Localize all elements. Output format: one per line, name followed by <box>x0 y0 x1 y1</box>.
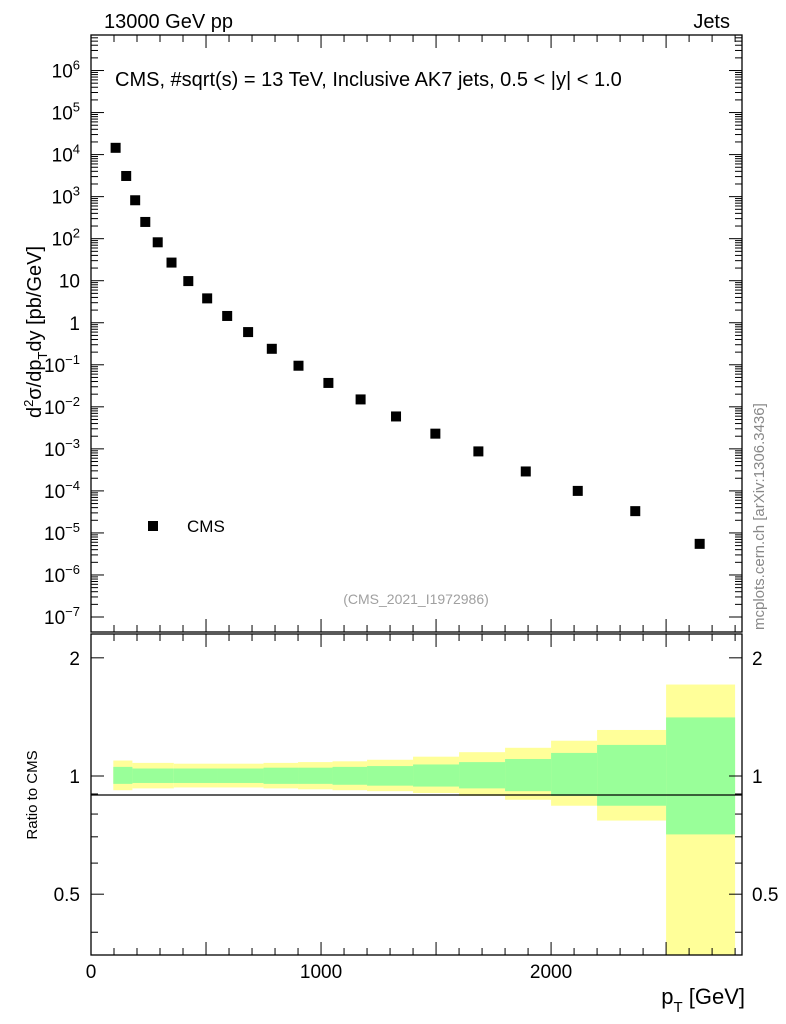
ratio-y-axis: 0.5 0.5 1 1 2 2 <box>54 649 778 933</box>
data-point <box>473 446 484 457</box>
main-data-series <box>110 142 705 549</box>
data-point <box>694 538 705 549</box>
data-point <box>266 343 277 354</box>
data-point <box>183 276 194 287</box>
data-point <box>323 377 334 388</box>
stat-uncertainty-bin <box>263 767 299 784</box>
x-tick-label: 2000 <box>530 962 572 983</box>
main-y-tick-label: 10−6 <box>44 562 80 587</box>
data-point <box>391 411 402 422</box>
main-x-axis <box>90 35 736 632</box>
data-point <box>152 237 163 248</box>
stat-uncertainty-bin <box>666 717 736 835</box>
ratio-y-tick-label-right: 0.5 <box>752 885 778 906</box>
stat-uncertainty-bin <box>332 766 368 785</box>
main-y-tick-label: 1 <box>69 314 80 335</box>
category-label: Jets <box>693 11 730 33</box>
ratio-y-tick-label-right: 2 <box>752 649 763 670</box>
main-panel: 10−7 10−6 10−5 10−4 10−3 10−2 10−1 1 10 102 103 104… <box>21 34 743 633</box>
stat-uncertainty-bin <box>413 764 460 787</box>
data-point <box>572 485 583 496</box>
ratio-panel: 0.5 0.5 1 1 2 2 0 1000 2000 Ratio to CMS pT [Ge… <box>24 633 778 1016</box>
data-point <box>110 142 121 153</box>
data-point <box>430 428 441 439</box>
data-point <box>140 216 151 227</box>
stat-uncertainty-bin <box>505 758 552 792</box>
data-point <box>243 327 254 338</box>
main-y-tick-label: 10−4 <box>44 478 80 503</box>
ratio-y-tick-label-right: 1 <box>752 767 763 788</box>
stat-uncertainty-bin <box>113 766 133 784</box>
main-y-tick-label: 103 <box>52 184 80 209</box>
stat-uncertainty-bin <box>551 752 598 796</box>
stat-uncertainty-bin <box>597 744 667 806</box>
stat-uncertainty-bin <box>459 762 506 789</box>
stat-uncertainty-bin <box>367 766 414 786</box>
data-point <box>355 394 366 405</box>
data-point <box>121 170 132 181</box>
ratio-x-axis: 0 1000 2000 <box>86 634 736 983</box>
main-y-tick-label: 10−7 <box>44 604 80 629</box>
main-y-tick-label: 10−2 <box>44 394 80 419</box>
ratio-y-tick-label: 1 <box>69 767 80 788</box>
main-y-tick-label: 10−5 <box>44 520 80 545</box>
main-y-tick-label: 104 <box>52 142 80 167</box>
data-point <box>166 257 177 268</box>
data-point <box>630 506 641 517</box>
main-y-tick-label: 105 <box>52 100 80 125</box>
main-frame <box>90 34 743 633</box>
stat-uncertainty-bin <box>132 768 174 783</box>
data-point <box>520 466 531 477</box>
data-point <box>202 293 213 304</box>
mcplots-watermark: mcplots.cern.ch [arXiv:1306.3436] <box>751 403 768 630</box>
data-point <box>293 360 304 371</box>
x-tick-label: 1000 <box>300 962 342 983</box>
ratio-uncertainty-bands <box>113 684 736 955</box>
ratio-y-tick-label: 2 <box>69 649 80 670</box>
main-y-tick-label: 10−3 <box>44 436 80 461</box>
ratio-y-tick-label: 0.5 <box>54 885 80 906</box>
stat-uncertainty-bin <box>173 768 218 783</box>
main-y-axis: 10−7 10−6 10−5 10−4 10−3 10−2 10−1 1 10 102 103 104… <box>44 34 742 629</box>
x-axis-label: pT [GeV] <box>661 984 745 1016</box>
stat-uncertainty-bin <box>217 768 264 783</box>
energy-label: 13000 GeV pp <box>104 11 233 33</box>
main-y-tick-label: 10−1 <box>44 352 80 377</box>
ratio-frame <box>90 633 743 956</box>
main-y-tick-label: 102 <box>52 226 80 251</box>
stat-uncertainty-bin <box>298 767 333 784</box>
main-y-tick-label: 106 <box>52 58 80 83</box>
main-y-axis-label: d2σ/dpTdy [pb/GeV] <box>21 246 50 418</box>
data-point <box>222 310 233 321</box>
data-point <box>130 195 141 206</box>
main-y-tick-label: 10 <box>59 272 80 293</box>
ratio-y-axis-label: Ratio to CMS <box>24 750 41 839</box>
x-tick-label: 0 <box>86 962 97 983</box>
legend-marker-cms <box>148 521 158 531</box>
chart-title: CMS, #sqrt(s) = 13 TeV, Inclusive AK7 je… <box>115 69 622 91</box>
legend-label-cms: CMS <box>187 517 225 536</box>
analysis-id: (CMS_2021_I1972986) <box>343 591 489 607</box>
